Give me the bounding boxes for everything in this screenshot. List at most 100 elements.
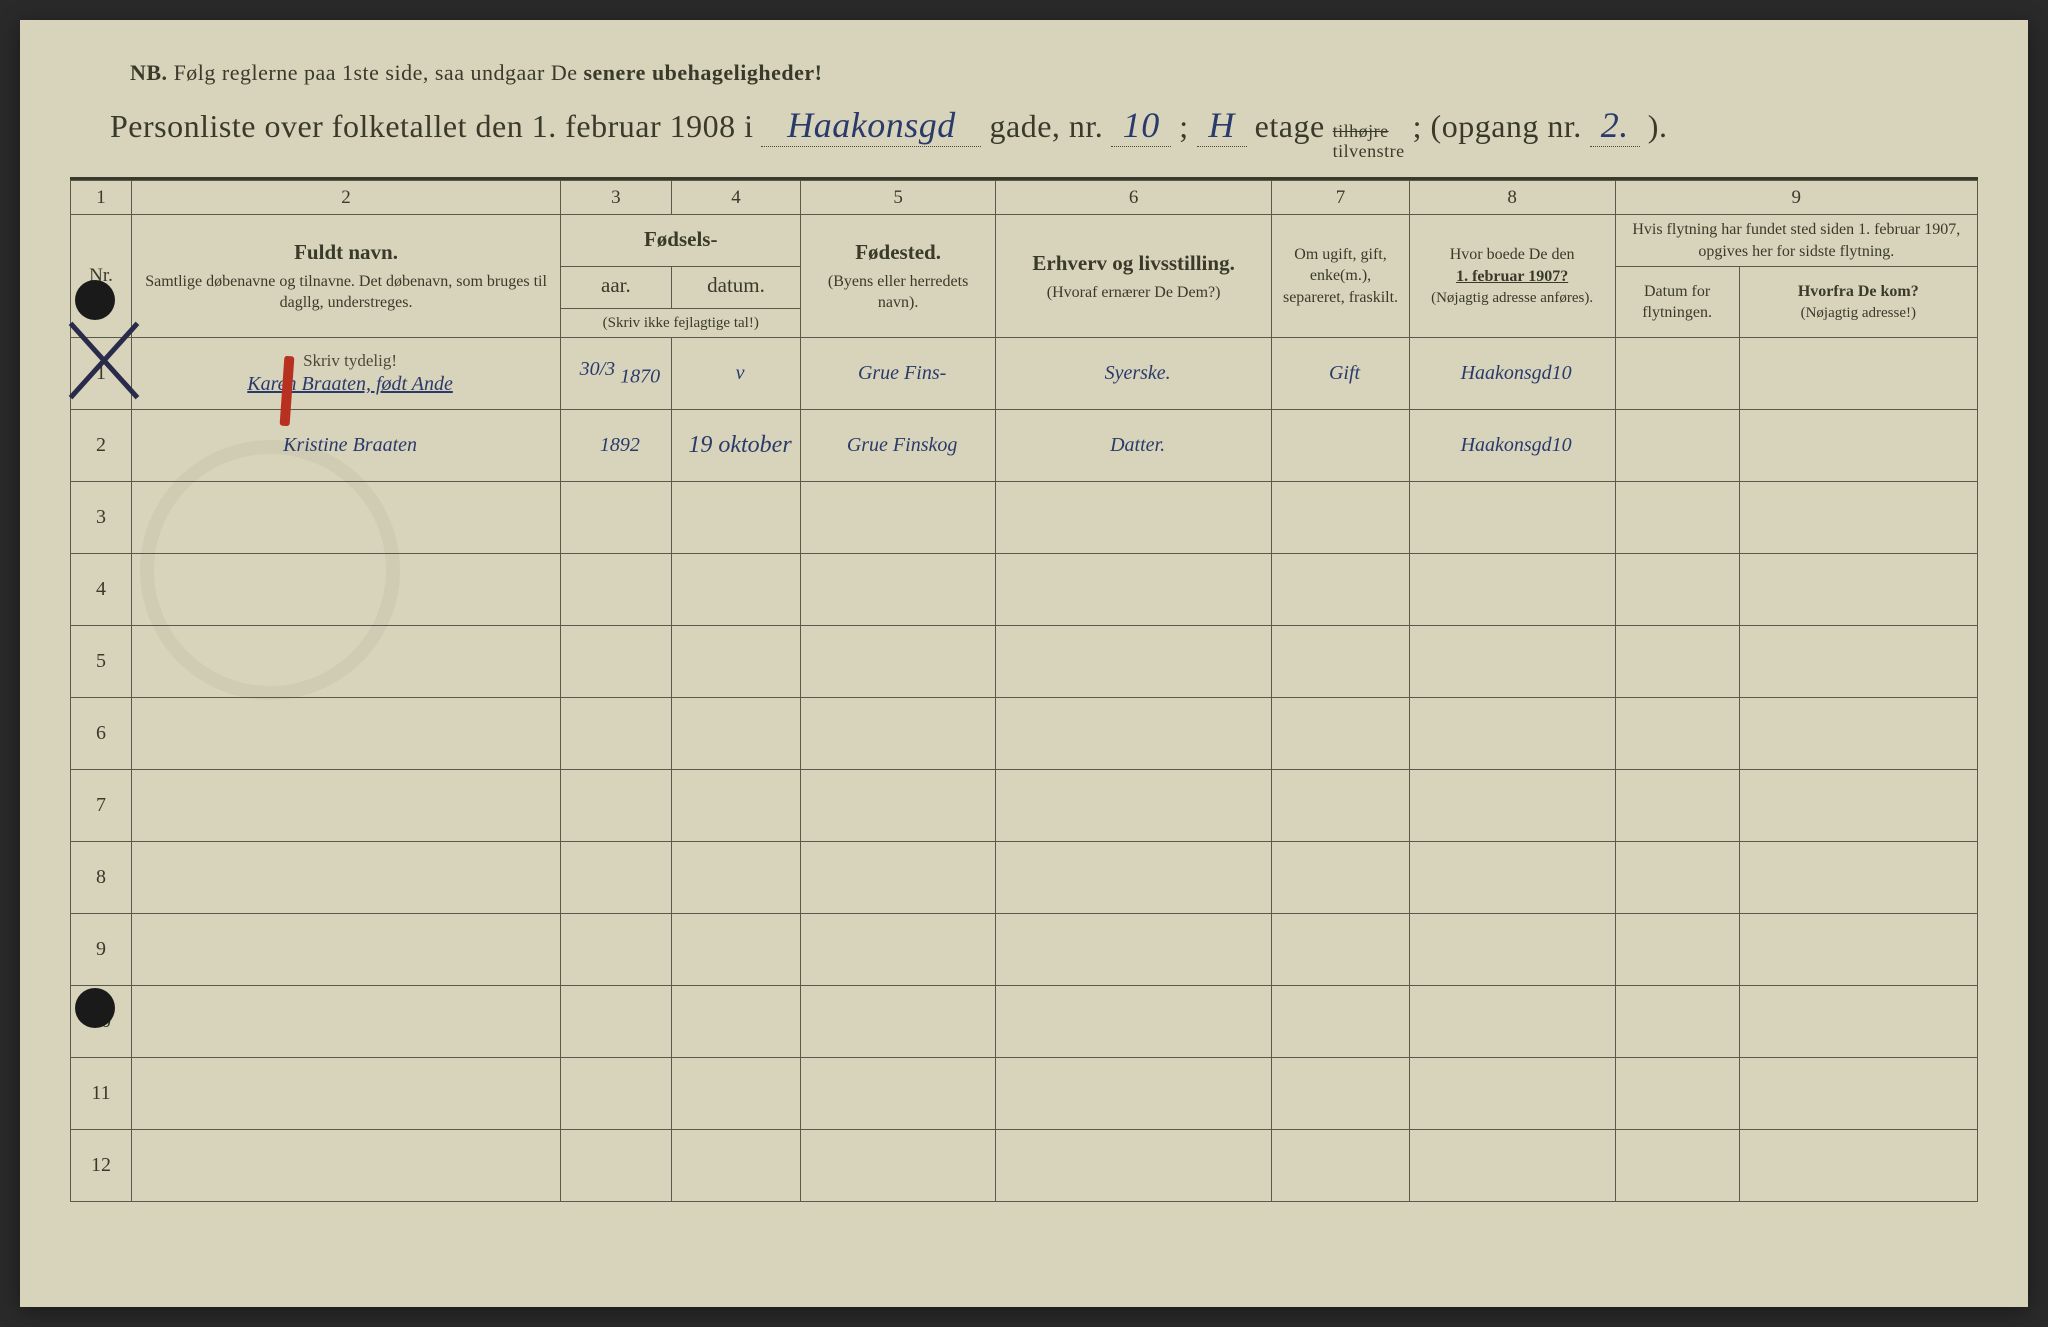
cell-empty [1409, 1130, 1615, 1202]
cell-empty [995, 482, 1272, 554]
row-nr: 2 [71, 410, 132, 482]
cell-empty [1739, 770, 1977, 842]
table-row: 4 [71, 554, 1978, 626]
hdr-aar: aar. [561, 267, 672, 308]
cell-empty [1409, 482, 1615, 554]
table-row: 10 [71, 986, 1978, 1058]
title-part6: ). [1648, 108, 1668, 145]
hdr-erhverv: Erhverv og livsstilling. (Hvoraf ernærer… [995, 215, 1272, 338]
cell-empty [1739, 986, 1977, 1058]
cell-empty [561, 986, 672, 1058]
cell-empty [1739, 698, 1977, 770]
row-nr: 12 [71, 1130, 132, 1202]
hdr-name: Fuldt navn. Samtlige døbenavne og tilnav… [132, 215, 561, 338]
cell-empty [1272, 914, 1409, 986]
hdr-erhverv-main: Erhverv og livsstilling. [1002, 249, 1266, 277]
cell-erhverv: Datter. [995, 410, 1272, 482]
cell-empty [671, 770, 801, 842]
census-table: 1 2 3 4 5 6 7 8 9 Nr. Fuldt navn. Samtli… [70, 180, 1978, 1202]
row-nr: 8 [71, 842, 132, 914]
skriv-tydelig-hint: Skriv tydelig! [146, 351, 554, 371]
cell-fodested: Grue Fins- [801, 338, 996, 410]
cell-empty [132, 986, 561, 1058]
row-nr: 7 [71, 770, 132, 842]
cell-empty [1409, 770, 1615, 842]
hdr-fodsels: Fødsels- [561, 215, 801, 267]
cell-empty [561, 770, 672, 842]
row-nr: 4 [71, 554, 132, 626]
table-row: 2 Kristine Braaten 1892 19 oktober Grue … [71, 410, 1978, 482]
cell-empty [671, 1058, 801, 1130]
cell-aar: 30/3 1870 [561, 338, 672, 410]
floor-field: H [1197, 104, 1247, 147]
cell-empty [1272, 626, 1409, 698]
cell-empty [1272, 482, 1409, 554]
cell-empty [1409, 986, 1615, 1058]
hdr-fodested-sub: (Byens eller herredets navn). [807, 271, 989, 314]
hdr-flytning-text: Hvis flytning har fundet sted siden 1. f… [1622, 219, 1971, 262]
cell-empty [132, 1058, 561, 1130]
colnum-1: 1 [71, 180, 132, 215]
cell-empty [561, 698, 672, 770]
hdr-datum: datum. [671, 267, 801, 308]
cell-empty [1739, 1130, 1977, 1202]
table-row: 9 [71, 914, 1978, 986]
cell-adresse: Haakonsgd10 [1409, 410, 1615, 482]
cell-empty [801, 914, 996, 986]
hdr-hvorfra-sub: (Nøjagtig adresse!) [1746, 303, 1971, 323]
side-options: tilhøjre tilvenstre [1333, 122, 1405, 162]
cell-empty [801, 770, 996, 842]
table-row: 11 [71, 1058, 1978, 1130]
hdr-flyt-datum: Datum for flytningen. [1615, 267, 1739, 338]
cell-empty [671, 842, 801, 914]
title-part5: ; (opgang nr. [1413, 108, 1582, 145]
cell-empty [801, 986, 996, 1058]
cell-empty [671, 482, 801, 554]
cell-empty [1739, 626, 1977, 698]
hdr-flyt-datum-text: Datum for flytningen. [1622, 281, 1733, 324]
cell-empty [561, 842, 672, 914]
punch-hole-icon [75, 280, 115, 320]
title-part4: etage [1255, 108, 1325, 145]
cell-datum: 19 oktober [671, 410, 801, 482]
cell-empty [1615, 842, 1739, 914]
cell-empty [995, 698, 1272, 770]
cell-empty [1739, 842, 1977, 914]
cell-empty [1615, 482, 1739, 554]
colnum-5: 5 [801, 180, 996, 215]
cell-status [1272, 410, 1409, 482]
cell-empty [671, 698, 801, 770]
cell-empty [561, 482, 672, 554]
colnum-6: 6 [995, 180, 1272, 215]
cell-empty [1615, 698, 1739, 770]
title-part2: gade, nr. [989, 108, 1103, 145]
table-row: 3 [71, 482, 1978, 554]
cell-hvorfra [1739, 410, 1977, 482]
punch-hole-icon [75, 988, 115, 1028]
title-part1: Personliste over folketallet den 1. febr… [110, 108, 753, 145]
cell-empty [671, 1130, 801, 1202]
cell-empty [132, 770, 561, 842]
cell-empty [1739, 554, 1977, 626]
hdr-name-sub: Samtlige døbenavne og tilnavne. Det døbe… [138, 271, 554, 314]
colnum-9: 9 [1615, 180, 1977, 215]
cell-empty [801, 1058, 996, 1130]
hdr-fodsels-label: Fødsels- [567, 225, 794, 253]
cell-empty [801, 842, 996, 914]
cell-empty [1615, 554, 1739, 626]
cell-empty [561, 626, 672, 698]
hdr-hvorfra-main: Hvorfra De kom? [1746, 281, 1971, 303]
cell-fodested: Grue Finskog [801, 410, 996, 482]
cell-empty [671, 914, 801, 986]
hdr-skriv-ikke: (Skriv ikke fejlagtige tal!) [561, 308, 801, 337]
cell-empty [995, 1130, 1272, 1202]
column-number-row: 1 2 3 4 5 6 7 8 9 [71, 180, 1978, 215]
cell-empty [561, 1130, 672, 1202]
hdr-status: Om ugift, gift, enke(m.), separeret, fra… [1272, 215, 1409, 338]
cell-empty [995, 770, 1272, 842]
hdr-adresse: Hvor boede De den 1. februar 1907? (Nøja… [1409, 215, 1615, 338]
name-value: Karen Braaten, født Ande [247, 373, 453, 395]
header-row-1: Nr. Fuldt navn. Samtlige døbenavne og ti… [71, 215, 1978, 267]
hdr-fodested: Fødested. (Byens eller herredets navn). [801, 215, 996, 338]
colnum-8: 8 [1409, 180, 1615, 215]
